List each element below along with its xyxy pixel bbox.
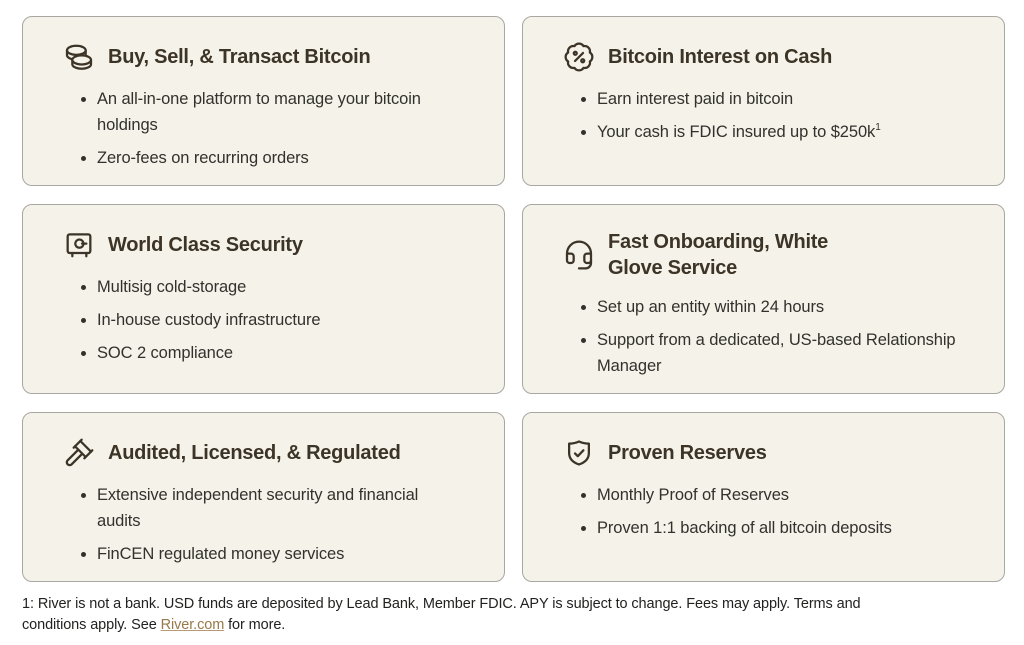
- vault-icon: [63, 229, 95, 261]
- feature-card-security: World Class Security Multisig cold-stora…: [22, 204, 505, 394]
- bullet-item: Your cash is FDIC insured up to $250k1: [597, 119, 966, 145]
- card-header: Fast Onboarding, White Glove Service: [563, 229, 966, 281]
- feature-card-proven-reserves: Proven Reserves Monthly Proof of Reserve…: [522, 412, 1005, 582]
- card-title: Audited, Licensed, & Regulated: [108, 442, 401, 464]
- bullet-item: Proven 1:1 backing of all bitcoin deposi…: [597, 515, 966, 541]
- card-bullet-list: Monthly Proof of Reserves Proven 1:1 bac…: [563, 482, 966, 541]
- bullet-item: In-house custody infrastructure: [97, 307, 466, 333]
- bullet-item: An all-in-one platform to manage your bi…: [97, 86, 466, 138]
- shield-check-icon: [563, 437, 595, 469]
- card-header: Buy, Sell, & Transact Bitcoin: [63, 41, 466, 73]
- card-bullet-list: Multisig cold-storage In-house custody i…: [63, 274, 466, 366]
- headset-icon: [563, 239, 595, 271]
- footnote-marker: 1: [875, 121, 881, 133]
- bullet-item: FinCEN regulated money services: [97, 541, 466, 567]
- gavel-icon: [63, 437, 95, 469]
- card-title: Bitcoin Interest on Cash: [608, 46, 833, 68]
- bullet-item: Monthly Proof of Reserves: [597, 482, 966, 508]
- card-header: Audited, Licensed, & Regulated: [63, 437, 466, 469]
- bullet-item: SOC 2 compliance: [97, 340, 466, 366]
- feature-card-audited-regulated: Audited, Licensed, & Regulated Extensive…: [22, 412, 505, 582]
- bullet-item: Multisig cold-storage: [97, 274, 466, 300]
- coins-icon: [63, 41, 95, 73]
- card-bullet-list: An all-in-one platform to manage your bi…: [63, 86, 466, 171]
- card-title: Proven Reserves: [608, 442, 767, 464]
- disclaimer-footnote: 1: River is not a bank. USD funds are de…: [22, 594, 1000, 636]
- feature-cards-grid: Buy, Sell, & Transact Bitcoin An all-in-…: [0, 0, 1024, 582]
- bullet-item: Zero-fees on recurring orders: [97, 145, 466, 171]
- card-title: World Class Security: [108, 234, 303, 256]
- card-title: Buy, Sell, & Transact Bitcoin: [108, 46, 371, 68]
- card-bullet-list: Earn interest paid in bitcoin Your cash …: [563, 86, 966, 145]
- bullet-item: Extensive independent security and finan…: [97, 482, 466, 534]
- footnote-text-after: for more.: [224, 617, 286, 634]
- bullet-item: Support from a dedicated, US-based Relat…: [597, 327, 966, 379]
- card-bullet-list: Extensive independent security and finan…: [63, 482, 466, 567]
- feature-card-buy-sell-transact: Buy, Sell, & Transact Bitcoin An all-in-…: [22, 16, 505, 186]
- card-header: Proven Reserves: [563, 437, 966, 469]
- footnote-text-before: 1: River is not a bank. USD funds are de…: [22, 596, 861, 634]
- card-title: Fast Onboarding, White Glove Service: [608, 231, 829, 279]
- bullet-item: Earn interest paid in bitcoin: [597, 86, 966, 112]
- river-com-link[interactable]: River.com: [160, 617, 225, 634]
- card-header: Bitcoin Interest on Cash: [563, 41, 966, 73]
- card-header: World Class Security: [63, 229, 466, 261]
- percent-badge-icon: [563, 41, 595, 73]
- feature-card-onboarding: Fast Onboarding, White Glove Service Set…: [522, 204, 1005, 394]
- bullet-item: Set up an entity within 24 hours: [597, 294, 966, 320]
- card-bullet-list: Set up an entity within 24 hours Support…: [563, 294, 966, 379]
- feature-card-bitcoin-interest: Bitcoin Interest on Cash Earn interest p…: [522, 16, 1005, 186]
